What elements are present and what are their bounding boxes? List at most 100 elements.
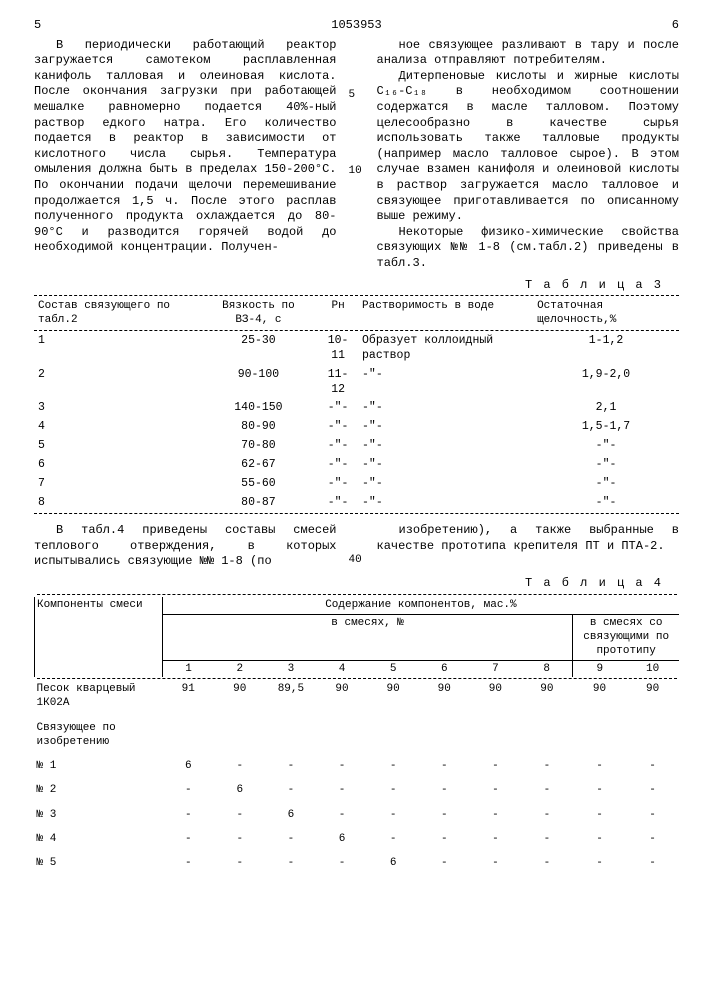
t4-cell: 90 [419,681,470,712]
t4-cell: - [521,831,573,847]
t3-cell-v: 80-87 [199,494,318,513]
table3-label: Т а б л и ц а 3 [34,278,663,294]
table3-row: 755-60-"--"--"- [34,475,679,494]
t4-cell: - [573,782,626,798]
t4-h-comp: Компоненты смеси [35,597,163,676]
t3-cell-n: 4 [34,418,199,437]
t3-h4: Растворимость в воде [358,297,533,330]
t4-colnum: 10 [626,660,679,677]
t4-cell: 6 [265,807,316,823]
table3-row: 125-3010-11Образует коллоидный раствор1-… [34,332,679,366]
t4-cell: - [265,758,316,774]
t4-cell: 90 [626,681,679,712]
t4-cell: - [316,782,367,798]
linenum-40: 40 [349,553,365,567]
t4-cell [368,720,419,751]
t4-colnum: 8 [521,660,573,677]
t4-colnum: 7 [470,660,521,677]
t4-row-name: № 2 [35,782,163,798]
table3-row: 570-80-"--"--"- [34,437,679,456]
t3-cell-p: -"- [318,475,358,494]
t3-cell-n: 8 [34,494,199,513]
t4-row-name: Песок кварцевый 1К02А [35,681,163,712]
t3-cell-n: 2 [34,366,199,400]
linenum-10: 10 [349,164,365,178]
t4-cell: - [573,758,626,774]
t4-colnum: 5 [368,660,419,677]
t4-cell: - [316,758,367,774]
t4-cell: - [521,855,573,871]
t4-head-row1: Компоненты смеси Содержание компонентов,… [35,597,680,614]
t4-cell: - [573,831,626,847]
t4-h-content: Содержание компонентов, мас.% [162,597,679,614]
t4-cell: - [470,807,521,823]
t4-cell [162,720,214,751]
table4-row: № 4---6------ [35,831,680,847]
t4-cell: - [419,758,470,774]
table3-row: 3140-150-"--"-2,1 [34,399,679,418]
t3-cell-n: 1 [34,332,199,366]
t4-cell: - [419,782,470,798]
t4-cell: - [626,855,679,871]
t4-cell: - [521,807,573,823]
t3-cell-q: -"- [533,494,679,513]
right-paragraph-3: Некоторые физико-химические свойства свя… [377,225,680,272]
t4-colnum: 1 [162,660,214,677]
t4-cell [265,720,316,751]
t4-cell: 6 [316,831,367,847]
table3-header-row: Состав связующего по табл.2 Вязкость по … [34,297,679,330]
t3-cell-q: 1,5-1,7 [533,418,679,437]
t3-cell-v: 90-100 [199,366,318,400]
t4-colnum: 2 [214,660,265,677]
t4-cell: - [419,855,470,871]
table4-row: Связующее по изобретению [35,720,680,751]
t3-cell-n: 7 [34,475,199,494]
t4-cell: 91 [162,681,214,712]
right-column: ное связующее разливают в тару и после а… [377,38,680,272]
t4-cell [214,720,265,751]
t4-cell: - [368,831,419,847]
line-number-gutter: 5 10 [349,38,365,272]
t3-cell-v: 25-30 [199,332,318,366]
table4-row: № 16--------- [35,758,680,774]
t4-cell: - [521,782,573,798]
table-4: Компоненты смеси Содержание компонентов,… [34,593,679,879]
t4-cell [521,720,573,751]
right-paragraph-1: ное связующее разливают в тару и после а… [377,38,680,69]
t4-cell: - [470,831,521,847]
mid-right-paragraph: изобретению), а также выбранные в качест… [377,523,680,554]
t4-row-name: № 4 [35,831,163,847]
t3-cell-q: 1-1,2 [533,332,679,366]
table3-row: 880-87-"--"--"- [34,494,679,513]
table4-row: № 3--6------- [35,807,680,823]
t4-row-name: № 1 [35,758,163,774]
t4-cell: 90 [316,681,367,712]
t3-cell-r: -"- [358,456,533,475]
table3-row: 662-67-"--"--"- [34,456,679,475]
t4-cell: - [470,758,521,774]
t3-cell-n: 5 [34,437,199,456]
t4-cell [573,720,626,751]
t3-cell-p: -"- [318,399,358,418]
t3-cell-n: 6 [34,456,199,475]
right-paragraph-2: Дитерпеновые кислоты и жирные кислоты C₁… [377,69,680,225]
t4-colnum: 4 [316,660,367,677]
t4-cell: - [521,758,573,774]
t4-cell: - [470,855,521,871]
t4-colnum: 6 [419,660,470,677]
t3-cell-v: 140-150 [199,399,318,418]
t4-cell: 90 [521,681,573,712]
table4-label: Т а б л и ц а 4 [34,576,663,592]
left-page-number: 5 [34,18,41,34]
table3-row: 290-10011-12-"-1,9-2,0 [34,366,679,400]
t4-cell: - [573,807,626,823]
t4-colnum: 9 [573,660,626,677]
t4-cell: - [214,855,265,871]
table4-row: № 5----6----- [35,855,680,871]
body-columns: В периодически работающий реактор загруж… [34,38,679,272]
t4-cell: - [162,807,214,823]
t4-h-proto: в смесях со связующими по прототипу [573,614,679,660]
t4-cell: - [626,807,679,823]
t3-cell-v: 70-80 [199,437,318,456]
t4-cell: - [214,831,265,847]
